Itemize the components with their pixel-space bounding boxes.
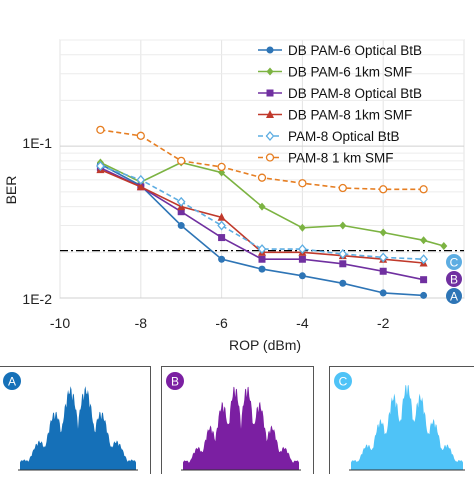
data-point (299, 272, 306, 279)
x-tick-label: -10 (50, 315, 70, 331)
histogram-badge-label: B (171, 375, 179, 389)
y-tick-labels: 1E-2 1E-1 (22, 135, 52, 307)
badge-label: A (450, 290, 458, 304)
badge-a: A (446, 288, 462, 304)
data-point (339, 280, 346, 287)
legend-label: PAM-8 Optical BtB (288, 129, 400, 144)
data-point (259, 266, 266, 273)
badge-label: C (450, 256, 459, 270)
histogram-badge-label: C (339, 375, 348, 389)
data-point (339, 260, 346, 267)
y-tick-label: 1E-2 (22, 291, 52, 307)
x-axis-label: ROP (dBm) (229, 337, 301, 353)
data-point (420, 186, 427, 193)
legend-label: DB PAM-6 Optical BtB (288, 43, 422, 58)
data-point (218, 163, 225, 170)
data-point (178, 222, 185, 229)
x-tick-labels: -10 -8 -6 -4 -2 (50, 315, 390, 331)
plot-area: ABC (60, 40, 464, 304)
data-point (299, 256, 306, 263)
histogram-badge-label: A (8, 375, 16, 389)
data-point (380, 289, 387, 296)
data-point (218, 234, 225, 241)
data-point (339, 185, 346, 192)
y-axis-label: BER (3, 176, 19, 205)
x-tick-label: -6 (215, 315, 228, 331)
data-point (420, 276, 427, 283)
data-point (267, 154, 274, 161)
data-point (178, 157, 185, 164)
badge-layer: ABC (446, 254, 462, 304)
legend-label: DB PAM-6 1km SMF (288, 65, 412, 80)
data-point (97, 126, 104, 133)
x-tick-label: -4 (296, 315, 309, 331)
y-tick-label: 1E-1 (22, 135, 52, 151)
data-point (420, 292, 427, 299)
x-tick-label: -8 (135, 315, 148, 331)
data-point (267, 90, 274, 97)
data-point (267, 47, 274, 54)
histogram-b: B (162, 367, 314, 475)
legend-label: PAM-8 1 km SMF (288, 151, 394, 166)
data-point (299, 180, 306, 187)
data-point (259, 256, 266, 263)
data-point (380, 268, 387, 275)
legend-label: DB PAM-8 1km SMF (288, 108, 412, 123)
badge-c: C (446, 254, 462, 270)
data-point (259, 174, 266, 181)
legend-label: DB PAM-8 Optical BtB (288, 86, 422, 101)
data-point (380, 186, 387, 193)
badge-b: B (446, 271, 462, 287)
histogram-c: C (330, 367, 474, 475)
x-tick-label: -2 (377, 315, 390, 331)
data-point (218, 256, 225, 263)
histogram-panels: A B C (0, 367, 474, 475)
histogram-a: A (0, 367, 151, 475)
badge-label: B (450, 273, 458, 287)
data-point (137, 132, 144, 139)
